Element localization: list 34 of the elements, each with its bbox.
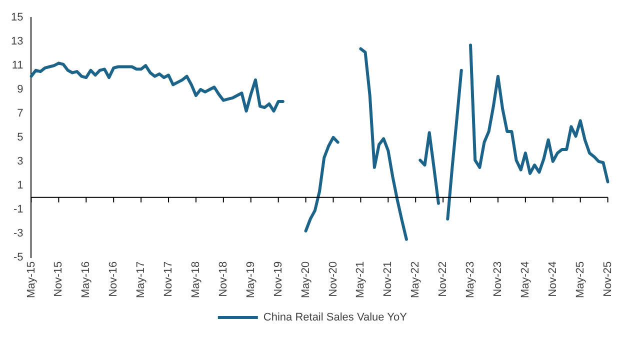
x-tick-label: Nov-24 — [546, 261, 559, 297]
x-tick-label: Nov-19 — [272, 261, 284, 297]
y-tick-label: 11 — [12, 60, 24, 72]
y-tick-label: 3 — [17, 155, 24, 168]
x-tick-label: May-24 — [519, 261, 532, 298]
x-tick-label: May-15 — [25, 261, 38, 298]
x-tick-label: Nov-16 — [108, 261, 120, 297]
y-tick-label: 1 — [17, 179, 24, 192]
x-tick-label: Nov-18 — [217, 261, 230, 297]
x-tick-label: Nov-25 — [602, 261, 614, 297]
x-tick-label: May-18 — [190, 261, 202, 298]
x-tick-label: May-25 — [574, 261, 586, 298]
y-tick-label: 5 — [17, 131, 24, 144]
x-tick-label: Nov-15 — [52, 261, 65, 297]
legend-label: China Retail Sales Value YoY — [263, 312, 408, 324]
y-tick-label: -5 — [13, 251, 24, 264]
x-tick-label: May-16 — [80, 261, 92, 298]
y-tick-label: 15 — [10, 12, 24, 24]
y-tick-label: -1 — [13, 203, 24, 216]
x-tick-label: Nov-21 — [382, 261, 394, 297]
x-tick-label: May-19 — [244, 261, 257, 298]
x-tick-label: May-21 — [354, 261, 367, 298]
y-tick-label: 9 — [17, 84, 24, 96]
x-tick-label: May-22 — [410, 261, 422, 298]
x-tick-label: May-17 — [135, 261, 148, 298]
x-tick-label: May-20 — [300, 261, 312, 298]
x-tick-label: Nov-20 — [327, 261, 340, 297]
x-tick-label: Nov-23 — [492, 261, 504, 297]
y-tick-label: -3 — [13, 227, 24, 240]
y-tick-label: 13 — [10, 36, 24, 48]
x-tick-label: Nov-17 — [162, 261, 175, 297]
x-tick-label: Nov-22 — [437, 261, 450, 297]
y-tick-label: 7 — [17, 108, 24, 120]
x-tick-label: May-23 — [464, 261, 477, 298]
